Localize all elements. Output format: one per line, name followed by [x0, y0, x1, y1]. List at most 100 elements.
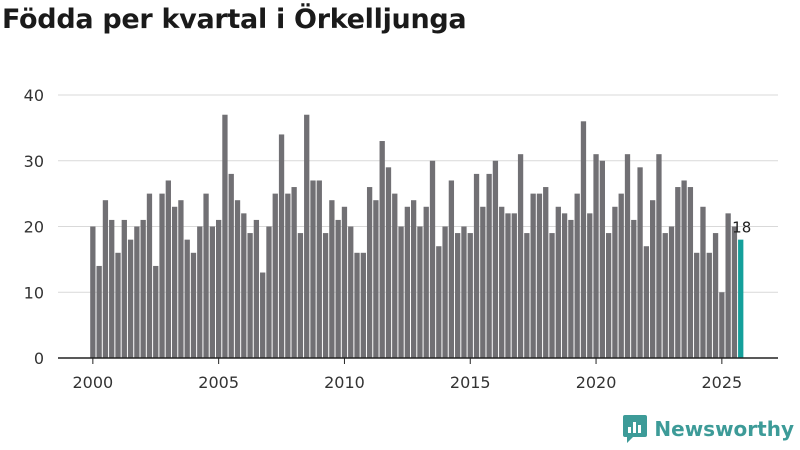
bar	[222, 114, 228, 358]
bar	[448, 180, 455, 358]
brand-logo: Newsworthy	[622, 414, 794, 444]
bar	[228, 173, 234, 358]
bar	[675, 187, 681, 358]
bar	[643, 246, 650, 358]
bar	[536, 193, 543, 358]
bar	[473, 173, 480, 358]
bar	[354, 252, 360, 358]
bar	[480, 206, 486, 358]
bar	[549, 233, 555, 358]
bar	[184, 239, 190, 358]
bar	[524, 233, 530, 358]
bar	[96, 265, 102, 358]
x-tick-label: 2025	[701, 373, 742, 392]
y-tick-label: 20	[24, 218, 44, 237]
y-tick-label: 10	[24, 283, 44, 302]
bar	[423, 206, 429, 358]
bar	[203, 193, 209, 358]
bar	[234, 200, 241, 358]
bar	[417, 226, 423, 358]
bar	[272, 193, 278, 358]
bar	[467, 233, 473, 358]
bar	[398, 226, 404, 358]
bar	[127, 239, 134, 358]
bar	[568, 219, 574, 358]
bar	[555, 206, 561, 358]
bar	[379, 141, 385, 358]
data-labels: 18	[732, 219, 751, 237]
bar	[668, 226, 675, 358]
bar	[134, 226, 140, 358]
bar	[260, 272, 266, 358]
bar	[153, 265, 159, 358]
bar	[341, 206, 348, 358]
bar	[115, 252, 121, 358]
y-tick-label: 40	[24, 86, 44, 105]
x-tick-label: 2010	[324, 373, 365, 392]
bar	[605, 233, 612, 358]
bar	[712, 233, 719, 358]
bar	[511, 213, 517, 358]
bar	[662, 233, 668, 358]
bar	[241, 213, 247, 358]
bar	[329, 200, 335, 358]
bar	[190, 252, 197, 358]
bar	[316, 180, 322, 358]
bar	[360, 252, 366, 358]
bar	[499, 206, 505, 358]
bar-latest	[738, 239, 744, 358]
bar	[171, 206, 178, 358]
brand-name: Newsworthy	[654, 417, 794, 441]
y-axis-labels: 0 10 20 30 40	[24, 86, 44, 368]
bar	[731, 226, 738, 358]
bar	[90, 226, 96, 358]
bar	[687, 187, 694, 358]
bar	[624, 154, 631, 358]
x-tick-label: 2020	[576, 373, 617, 392]
x-tick-label: 2005	[198, 373, 239, 392]
bar	[373, 200, 379, 358]
bar	[253, 219, 260, 358]
bar	[165, 180, 171, 358]
bar	[159, 193, 165, 358]
bar	[429, 160, 436, 358]
x-tick-label: 2000	[72, 373, 113, 392]
bar	[706, 252, 712, 358]
bar	[587, 213, 593, 358]
bar	[530, 193, 536, 358]
y-tick-label: 0	[34, 349, 44, 368]
bars	[90, 114, 744, 358]
bar	[392, 193, 398, 358]
bar	[561, 213, 568, 358]
bar	[322, 233, 329, 358]
bar	[618, 193, 624, 358]
bar	[304, 114, 310, 358]
bar	[442, 226, 448, 358]
bar	[694, 252, 700, 358]
bar	[650, 200, 656, 358]
newsworthy-logo-icon	[623, 415, 648, 443]
bar	[631, 219, 637, 358]
bar	[593, 154, 599, 358]
bar	[291, 187, 297, 358]
bar	[599, 160, 605, 358]
latest-value-label: 18	[732, 219, 751, 237]
bar	[486, 173, 492, 358]
bar	[700, 206, 706, 358]
bar	[140, 219, 146, 358]
y-tick-label: 30	[24, 152, 44, 171]
bar	[543, 187, 549, 358]
bar	[656, 154, 662, 358]
bar	[612, 206, 618, 358]
bar	[492, 160, 499, 358]
bar	[266, 226, 272, 358]
bar	[348, 226, 354, 358]
bar	[517, 154, 524, 358]
bar	[404, 206, 410, 358]
bar	[719, 292, 725, 358]
bar	[209, 226, 216, 358]
bar	[461, 226, 467, 358]
bar	[681, 180, 687, 358]
bar	[297, 233, 304, 358]
